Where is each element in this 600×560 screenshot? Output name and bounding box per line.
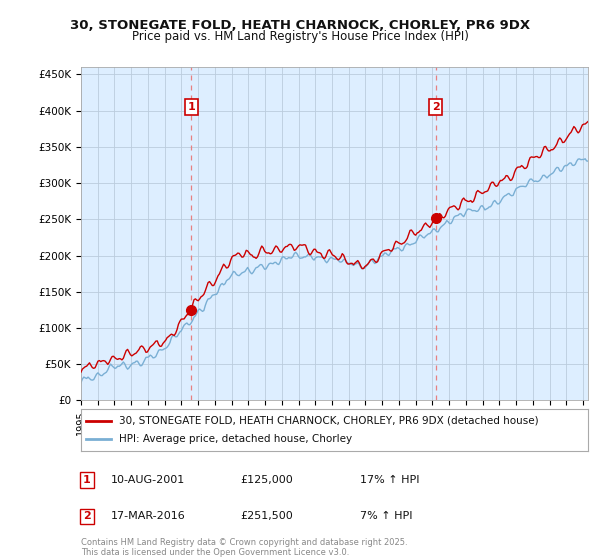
Text: Price paid vs. HM Land Registry's House Price Index (HPI): Price paid vs. HM Land Registry's House … xyxy=(131,30,469,44)
Text: Contains HM Land Registry data © Crown copyright and database right 2025.
This d: Contains HM Land Registry data © Crown c… xyxy=(81,538,407,557)
Text: 17-MAR-2016: 17-MAR-2016 xyxy=(111,511,186,521)
Text: 17% ↑ HPI: 17% ↑ HPI xyxy=(360,475,419,485)
Text: 10-AUG-2001: 10-AUG-2001 xyxy=(111,475,185,485)
Text: 30, STONEGATE FOLD, HEATH CHARNOCK, CHORLEY, PR6 9DX (detached house): 30, STONEGATE FOLD, HEATH CHARNOCK, CHOR… xyxy=(119,416,539,426)
Text: 1: 1 xyxy=(83,475,91,485)
Text: 30, STONEGATE FOLD, HEATH CHARNOCK, CHORLEY, PR6 9DX: 30, STONEGATE FOLD, HEATH CHARNOCK, CHOR… xyxy=(70,18,530,32)
Text: 7% ↑ HPI: 7% ↑ HPI xyxy=(360,511,413,521)
Text: 1: 1 xyxy=(188,102,196,112)
Text: £125,000: £125,000 xyxy=(240,475,293,485)
Text: 2: 2 xyxy=(432,102,440,112)
Text: 2: 2 xyxy=(83,511,91,521)
Text: HPI: Average price, detached house, Chorley: HPI: Average price, detached house, Chor… xyxy=(119,434,352,444)
Text: £251,500: £251,500 xyxy=(240,511,293,521)
